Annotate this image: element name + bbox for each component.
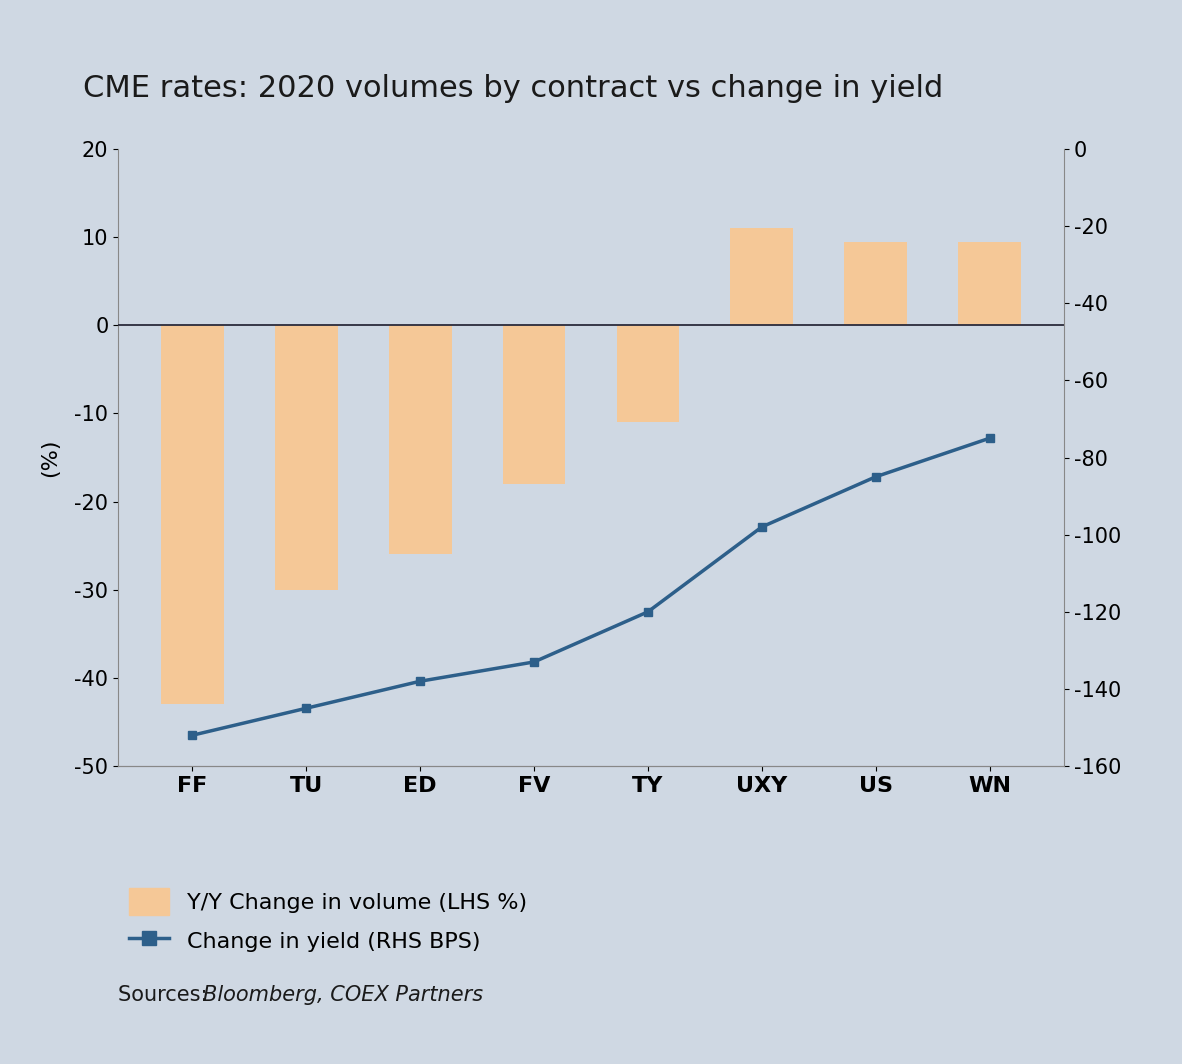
Bar	[275, 326, 338, 589]
Bar	[844, 242, 907, 326]
Bar	[502, 326, 565, 484]
Text: Sources:: Sources:	[118, 985, 214, 1005]
Text: CME rates: 2020 volumes by contract vs change in yield: CME rates: 2020 volumes by contract vs c…	[83, 74, 943, 103]
Y-axis label: (%): (%)	[40, 438, 60, 477]
Legend: Y/Y Change in volume (LHS %), Change in yield (RHS BPS): Y/Y Change in volume (LHS %), Change in …	[129, 888, 527, 954]
Bar	[617, 326, 680, 422]
Bar	[389, 326, 452, 554]
Bar	[730, 229, 793, 326]
Bar	[959, 242, 1021, 326]
Bar	[161, 326, 223, 704]
Text: Bloomberg, COEX Partners: Bloomberg, COEX Partners	[203, 985, 483, 1005]
